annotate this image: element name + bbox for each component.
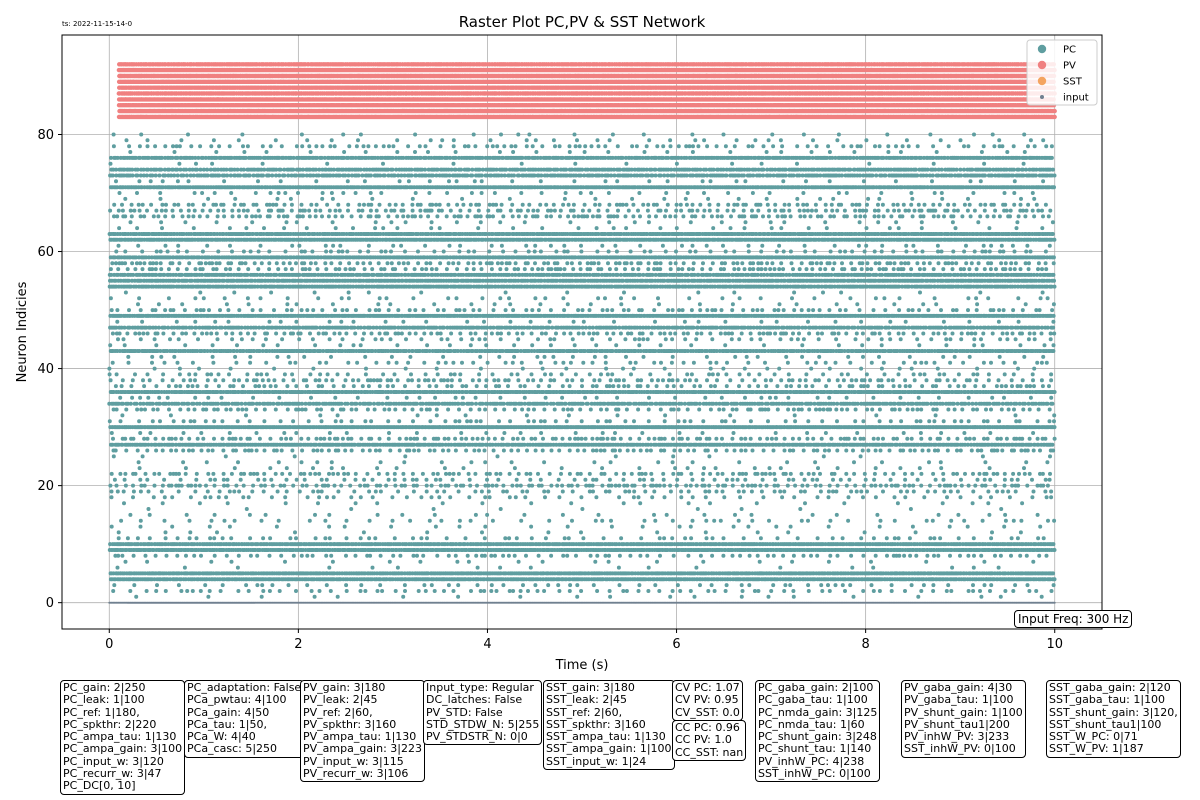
legend-marker (1037, 76, 1047, 86)
param-box-pc: PC_gain: 2|250 PC_leak: 1|100 PC_ref: 1|… (60, 680, 186, 795)
legend-label: input (1063, 93, 1089, 104)
y-tick-label: 20 (37, 479, 54, 494)
chart-title: Raster Plot PC,PV & SST Network (459, 13, 706, 31)
param-box-sst-inhibition: SST_gaba_gain: 2|120 SST_gaba_tau: 1|100… (1046, 680, 1181, 758)
y-tick-label: 40 (37, 362, 54, 377)
spike-points (107, 62, 1057, 604)
x-tick-label: 2 (294, 637, 302, 652)
x-tick-label: 10 (1046, 637, 1063, 652)
y-tick-label: 60 (37, 245, 54, 260)
input-freq-box: Input Freq: 300 Hz (1014, 610, 1133, 628)
param-box-pc-inhibition: PC_gaba_gain: 2|100 PC_gaba_tau: 1|100 P… (755, 680, 881, 783)
y-tick-label: 0 (46, 596, 54, 611)
plot-frame (61, 34, 1103, 630)
legend-marker (1037, 44, 1047, 54)
legend: PC PV SST input (1026, 39, 1098, 106)
param-box-cv: CV PC: 1.07 CV PV: 0.95 CV_SST: 0.0 (672, 680, 743, 721)
y-axis-label: Neuron Indicies (15, 281, 30, 382)
param-box-sst: SST_gain: 3|180 SST_leak: 2|45 SST_ref: … (543, 680, 675, 771)
x-axis-label: Time (s) (555, 658, 609, 673)
legend-marker (1040, 95, 1044, 99)
legend-label: PV (1063, 61, 1076, 72)
param-box-input: Input_type: Regular DC_latches: False PV… (423, 680, 543, 746)
x-tick-label: 4 (483, 637, 491, 652)
x-tick-label: 6 (672, 637, 680, 652)
param-box-cc: CC PC: 0.96 CC PV: 1.0 CC_SST: nan (672, 720, 747, 761)
param-box-pc-adaptation: PC_adaptation: False PCa_pwtau: 4|100 PC… (184, 680, 305, 758)
timestamp-label: ts: 2022-11-15-14-0 (62, 20, 133, 28)
legend-frame (1026, 39, 1098, 106)
param-box-pv-inhibition: PV_gaba_gain: 4|30 PV_gaba_tau: 1|100 PV… (901, 680, 1026, 758)
legend-label: PC (1063, 45, 1076, 56)
param-box-pv: PV_gain: 3|180 PV_leak: 2|45 PV_ref: 2|6… (300, 680, 425, 783)
axis-ticks: 0 2 4 6 8 10 0 20 40 60 80 (37, 128, 1063, 652)
x-tick-label: 0 (105, 637, 113, 652)
x-tick-label: 8 (861, 637, 869, 652)
y-tick-label: 80 (37, 128, 54, 143)
legend-marker (1037, 60, 1047, 70)
spikes-input (108, 601, 1056, 604)
legend-label: SST (1063, 77, 1083, 88)
spikes-pv (116, 62, 1057, 120)
